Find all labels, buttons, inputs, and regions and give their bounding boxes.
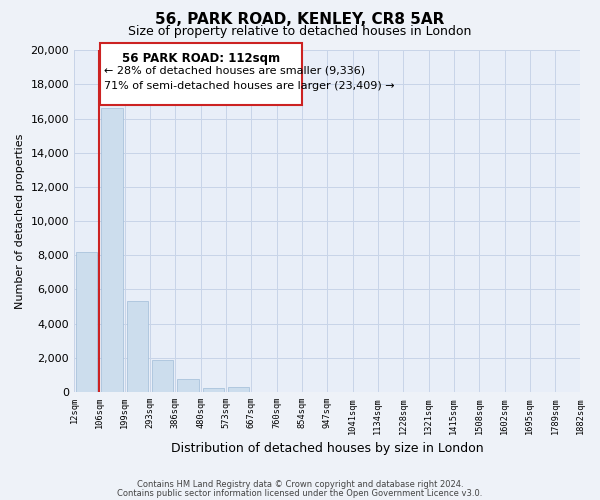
- Bar: [127, 302, 148, 392]
- Text: Contains HM Land Registry data © Crown copyright and database right 2024.: Contains HM Land Registry data © Crown c…: [137, 480, 463, 489]
- Bar: [228, 388, 250, 392]
- Text: 71% of semi-detached houses are larger (23,409) →: 71% of semi-detached houses are larger (…: [104, 81, 394, 91]
- Text: ← 28% of detached houses are smaller (9,336): ← 28% of detached houses are smaller (9,…: [104, 66, 365, 76]
- X-axis label: Distribution of detached houses by size in London: Distribution of detached houses by size …: [171, 442, 484, 455]
- Bar: [152, 360, 173, 392]
- Bar: [76, 252, 97, 392]
- Text: 56, PARK ROAD, KENLEY, CR8 5AR: 56, PARK ROAD, KENLEY, CR8 5AR: [155, 12, 445, 28]
- Bar: [101, 108, 123, 392]
- Y-axis label: Number of detached properties: Number of detached properties: [15, 134, 25, 309]
- Text: Contains public sector information licensed under the Open Government Licence v3: Contains public sector information licen…: [118, 488, 482, 498]
- FancyBboxPatch shape: [100, 44, 302, 105]
- Bar: [203, 388, 224, 392]
- Text: 56 PARK ROAD: 112sqm: 56 PARK ROAD: 112sqm: [122, 52, 280, 65]
- Text: Size of property relative to detached houses in London: Size of property relative to detached ho…: [128, 25, 472, 38]
- Bar: [177, 379, 199, 392]
